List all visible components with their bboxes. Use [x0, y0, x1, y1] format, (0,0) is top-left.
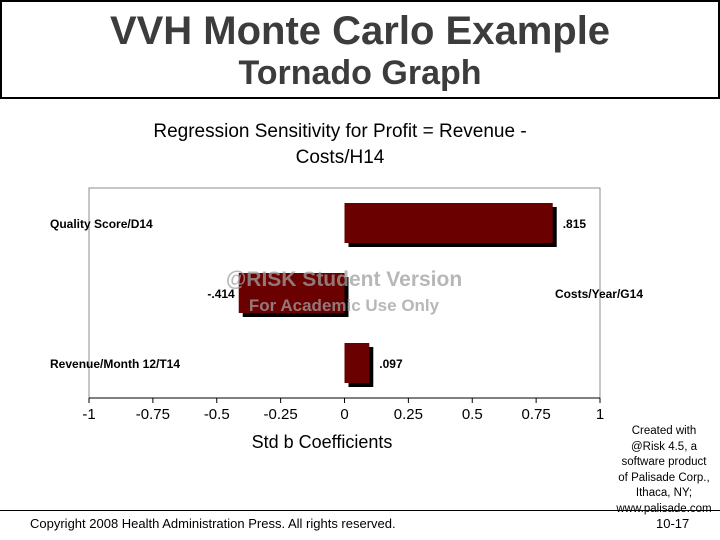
x-tick-label: -0.25 — [264, 406, 298, 423]
x-tick-label: 0.5 — [462, 406, 483, 423]
software-credit: Created with @Risk 4.5, a software produ… — [608, 424, 720, 517]
slide-title-box: VVH Monte Carlo Example Tornado Graph — [0, 0, 720, 99]
category-label: Revenue/Month 12/T14 — [50, 357, 180, 371]
x-axis-label: Std b Coefficients — [252, 432, 393, 452]
x-tick-label: 0.25 — [394, 406, 423, 423]
tornado-chart: Regression Sensitivity for Profit = Reve… — [50, 121, 643, 452]
bar-value-label: -.414 — [207, 287, 235, 301]
bar-2 — [344, 343, 370, 383]
bar-0 — [344, 203, 553, 243]
watermark-line-1: @RISK Student Version — [226, 268, 462, 291]
bar-1 — [238, 273, 345, 313]
category-label: Quality Score/D14 — [50, 217, 153, 231]
watermark-line-2: For Academic Use Only — [249, 296, 440, 315]
chart-title-line-2: Costs/H14 — [296, 147, 385, 168]
bar-value-label: .097 — [379, 357, 403, 371]
chart-title-line-1: Regression Sensitivity for Profit = Reve… — [153, 121, 526, 142]
credit-line: Ithaca, NY; — [635, 487, 693, 499]
x-tick-label: 0.75 — [522, 406, 551, 423]
page-number: 10-17 — [656, 516, 690, 531]
x-tick-label: 1 — [596, 406, 604, 423]
x-tick-label: -0.75 — [136, 406, 170, 423]
copyright-notice: Copyright 2008 Health Administration Pre… — [30, 516, 396, 531]
credit-line: software product — [621, 456, 707, 468]
credit-line: of Palisade Corp., — [618, 471, 710, 484]
credit-line: Created with — [631, 425, 697, 437]
category-label: Costs/Year/G14 — [555, 287, 643, 301]
slide-title: VVH Monte Carlo Example — [109, 9, 611, 53]
footer-divider — [0, 510, 720, 511]
x-tick-label: 0 — [340, 406, 348, 423]
bar-value-label: .815 — [563, 217, 587, 231]
credit-line: @Risk 4.5, a — [630, 440, 697, 453]
x-tick-label: -1 — [82, 406, 95, 423]
credit-line: www.palisade.com — [616, 502, 712, 515]
x-tick-label: -0.5 — [204, 406, 230, 423]
slide-subtitle: Tornado Graph — [238, 54, 482, 92]
